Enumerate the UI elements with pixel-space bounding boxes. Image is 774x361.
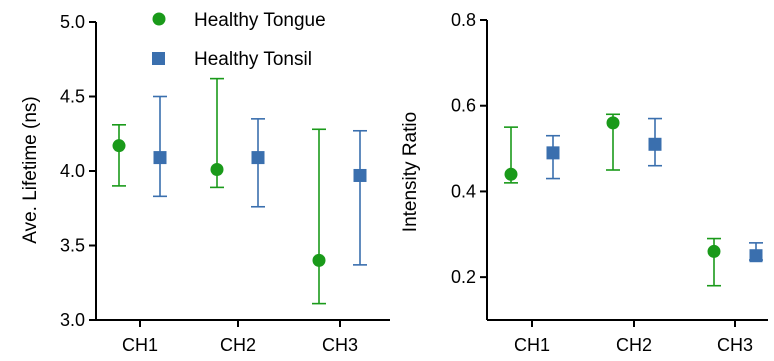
- data-point-healthy-tonsil: [749, 249, 763, 263]
- y-tick-label: 3.5: [60, 236, 85, 256]
- y-tick-label: 5.0: [60, 12, 85, 32]
- x-tick-label-ch3: CH3: [717, 335, 753, 355]
- y-tick-label: 0.4: [451, 181, 476, 201]
- data-point-healthy-tongue: [504, 167, 518, 181]
- y-axis-title-intensity: Intensity Ratio: [400, 112, 421, 232]
- data-point-healthy-tonsil: [353, 168, 367, 182]
- data-point-healthy-tonsil: [251, 151, 265, 165]
- legend-label-healthy-tonsil: Healthy Tonsil: [194, 49, 312, 70]
- x-tick-label-ch1: CH1: [122, 335, 158, 355]
- data-point-healthy-tonsil: [546, 146, 560, 160]
- y-tick-label: 4.5: [60, 87, 85, 107]
- x-tick-label-ch1: CH1: [514, 335, 550, 355]
- data-point-healthy-tongue: [606, 116, 620, 130]
- data-point-healthy-tongue: [112, 139, 126, 153]
- data-point-healthy-tonsil: [648, 137, 662, 151]
- data-point-healthy-tonsil: [153, 151, 167, 165]
- legend-marker-healthy-tonsil: [152, 52, 165, 65]
- y-tick-label: 3.0: [60, 310, 85, 330]
- y-tick-label: 0.2: [451, 267, 476, 287]
- legend: Healthy Tongue Healthy Tonsil: [152, 10, 326, 70]
- y-tick-label: 0.8: [451, 10, 476, 30]
- chart-lifetime: Ave. Lifetime (ns) 3.0 3.5 4.0 4.5 5.0 CH1 CH…: [20, 12, 390, 355]
- x-tick-label-ch2: CH2: [616, 335, 652, 355]
- chart-intensity-ratio: Intensity Ratio 0.2 0.4 0.6 0.8 CH1 CH2 CH3: [400, 10, 768, 355]
- data-point-healthy-tongue: [707, 244, 721, 258]
- x-tick-label-ch3: CH3: [322, 335, 358, 355]
- y-axis-title-lifetime: Ave. Lifetime (ns): [20, 96, 41, 243]
- legend-marker-healthy-tongue: [152, 12, 166, 26]
- data-point-healthy-tongue: [312, 253, 326, 267]
- legend-label-healthy-tongue: Healthy Tongue: [194, 10, 326, 31]
- y-tick-label: 4.0: [60, 161, 85, 181]
- data-point-healthy-tongue: [210, 163, 224, 177]
- x-tick-label-ch2: CH2: [220, 335, 256, 355]
- y-tick-label: 0.6: [451, 96, 476, 116]
